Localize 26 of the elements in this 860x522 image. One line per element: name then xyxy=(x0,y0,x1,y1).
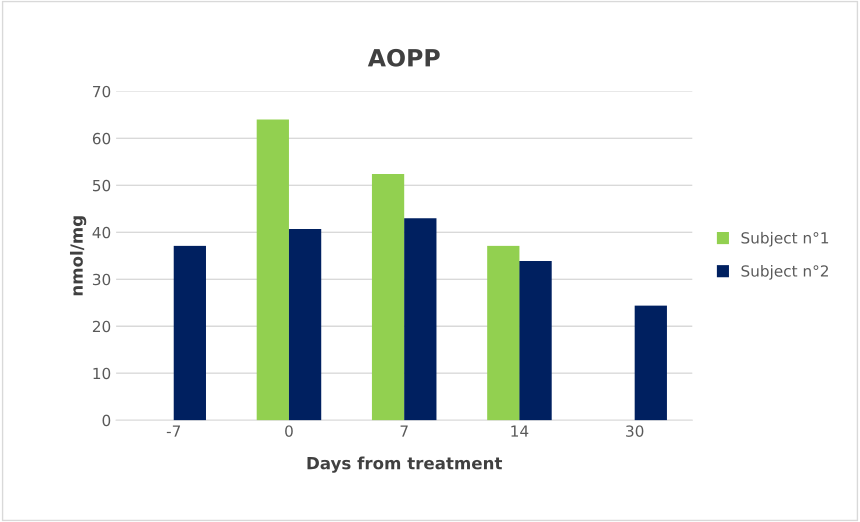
x-tick-label: 0 xyxy=(285,425,293,437)
bar xyxy=(288,229,322,420)
x-tick-label: 30 xyxy=(626,425,644,437)
x-tick-label: 7 xyxy=(400,426,408,437)
bar xyxy=(372,174,404,420)
y-tick-label: 0 xyxy=(102,414,110,426)
y-tick-label: 30 xyxy=(92,274,110,286)
bar xyxy=(519,260,552,420)
bar xyxy=(487,246,520,420)
legend-label: Subject n°1 xyxy=(742,232,828,247)
x-axis-title: Days from treatment xyxy=(308,456,502,473)
legend-label: Subject n°2 xyxy=(742,264,828,280)
y-tick-label: 60 xyxy=(92,132,110,144)
x-tick-label: 14 xyxy=(511,426,528,437)
y-tick-label: 20 xyxy=(92,320,110,332)
bar xyxy=(174,246,206,420)
bar xyxy=(634,306,667,420)
bar xyxy=(404,218,436,420)
y-tick-label: 40 xyxy=(92,226,110,238)
y-tick-label: 70 xyxy=(93,86,110,98)
y-tick-label: 50 xyxy=(92,180,110,192)
x-tick-label: -7 xyxy=(166,426,180,437)
y-tick-label: 10 xyxy=(93,368,110,380)
bar xyxy=(256,120,289,420)
chart-title: AOPP xyxy=(368,48,440,67)
y-axis-title: nmol/mg xyxy=(70,216,86,296)
